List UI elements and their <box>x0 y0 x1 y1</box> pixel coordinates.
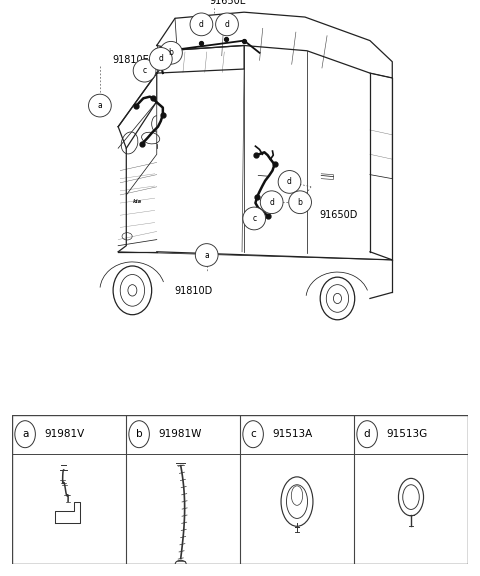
Circle shape <box>243 420 264 448</box>
Text: d: d <box>364 429 371 439</box>
Circle shape <box>88 94 111 117</box>
Text: 91981V: 91981V <box>45 429 85 439</box>
Circle shape <box>149 47 172 70</box>
Text: 91513A: 91513A <box>273 429 313 439</box>
Text: 91810D: 91810D <box>174 286 213 296</box>
Text: c: c <box>250 429 256 439</box>
Circle shape <box>243 207 265 230</box>
Text: c: c <box>143 66 146 75</box>
Circle shape <box>159 41 182 64</box>
Text: d: d <box>199 20 204 29</box>
Text: d: d <box>287 177 292 187</box>
Text: 91650E: 91650E <box>210 0 246 6</box>
Circle shape <box>195 244 218 266</box>
Circle shape <box>190 13 213 36</box>
Text: b: b <box>136 429 143 439</box>
Circle shape <box>278 170 301 194</box>
Circle shape <box>15 420 36 448</box>
Circle shape <box>289 191 312 214</box>
Text: 91981W: 91981W <box>158 429 202 439</box>
Text: d: d <box>269 198 274 207</box>
Circle shape <box>133 59 156 82</box>
Text: a: a <box>22 429 28 439</box>
Text: c: c <box>252 214 256 223</box>
Circle shape <box>260 191 283 214</box>
Text: kia: kia <box>133 199 142 203</box>
Text: d: d <box>158 54 163 63</box>
Text: 91650D: 91650D <box>319 210 358 220</box>
Text: a: a <box>204 251 209 260</box>
Text: d: d <box>225 20 229 29</box>
Circle shape <box>357 420 377 448</box>
Text: 91810E: 91810E <box>112 55 149 65</box>
Text: 91513G: 91513G <box>386 429 428 439</box>
Text: b: b <box>168 48 173 57</box>
Circle shape <box>129 420 149 448</box>
Text: a: a <box>97 101 102 110</box>
Circle shape <box>216 13 239 36</box>
Text: b: b <box>298 198 302 207</box>
